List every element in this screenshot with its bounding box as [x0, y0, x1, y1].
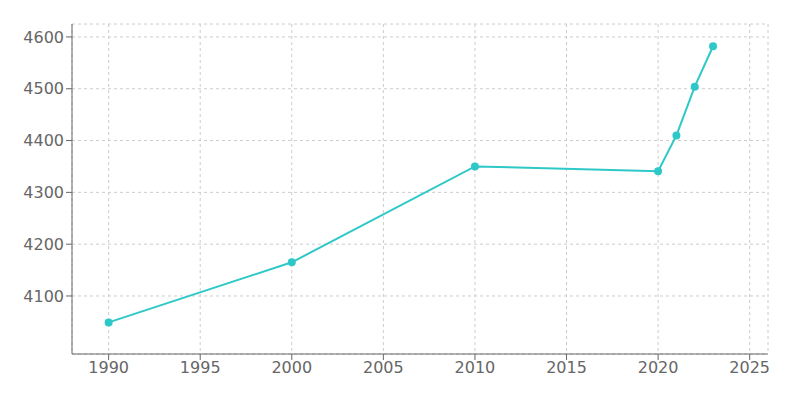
svg-text:2010: 2010 [455, 358, 496, 377]
svg-text:4100: 4100 [23, 287, 64, 306]
svg-text:4600: 4600 [23, 28, 64, 47]
svg-text:4500: 4500 [23, 79, 64, 98]
svg-text:4300: 4300 [23, 183, 64, 202]
svg-text:2020: 2020 [638, 358, 679, 377]
svg-text:2015: 2015 [546, 358, 587, 377]
svg-text:2025: 2025 [729, 358, 770, 377]
svg-text:2000: 2000 [271, 358, 312, 377]
svg-text:1995: 1995 [180, 358, 221, 377]
svg-text:2005: 2005 [363, 358, 404, 377]
svg-text:4400: 4400 [23, 131, 64, 150]
svg-text:4200: 4200 [23, 235, 64, 254]
svg-text:1990: 1990 [88, 358, 129, 377]
